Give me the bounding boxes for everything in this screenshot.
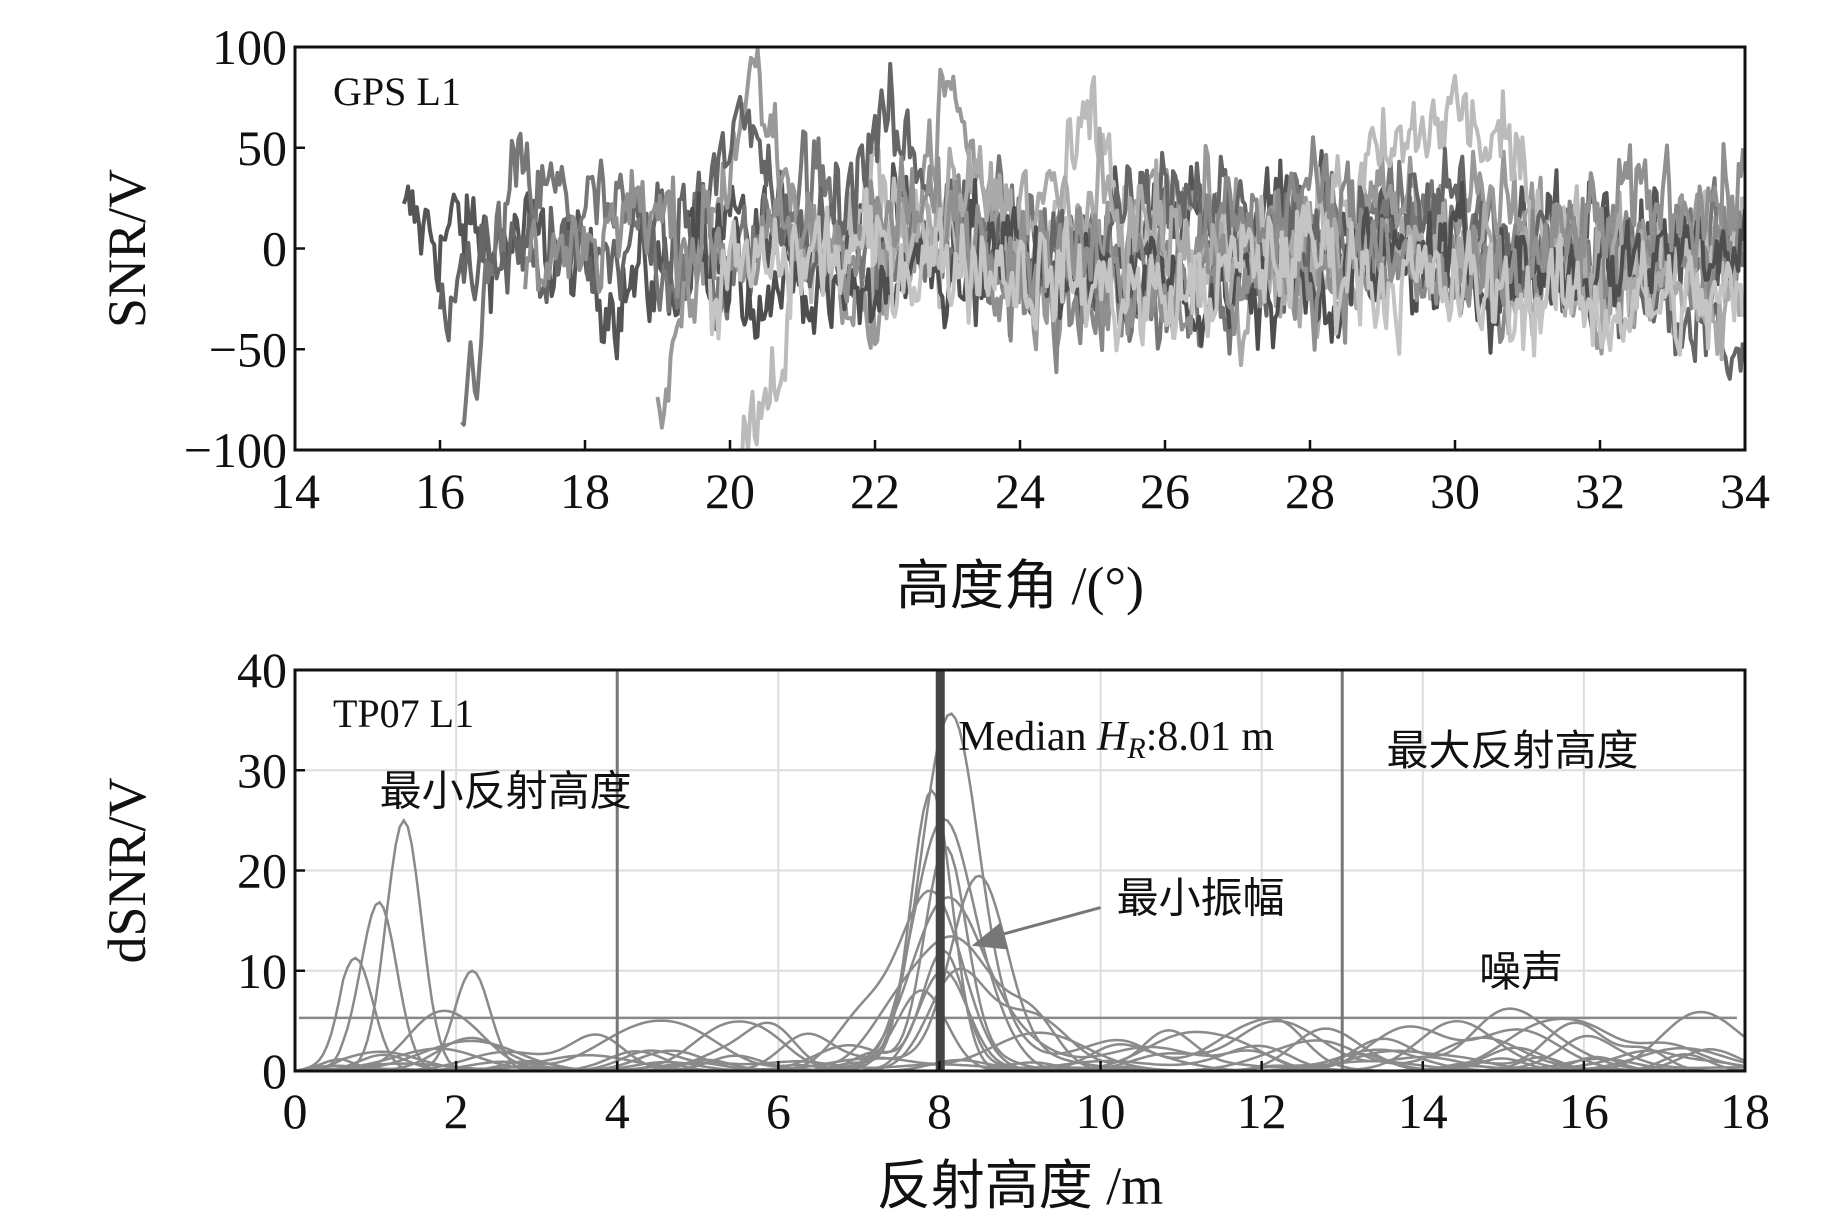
top-panel-label: GPS L1 <box>333 69 461 114</box>
top-y-tick-label: 50 <box>237 120 287 176</box>
bottom-x-tick-label: 16 <box>1559 1083 1609 1139</box>
top-x-tick-label: 18 <box>560 463 610 519</box>
top-x-tick-label: 24 <box>995 463 1045 519</box>
top-panel-ticks: 14 16 18 20 22 24 26 28 30 32 34 100 50 0 −50 −100 <box>184 19 1770 519</box>
top-panel-y-axis-label: SNR/V <box>97 169 157 328</box>
noise-annotation: 噪声 <box>1479 950 1563 996</box>
top-y-tick-label: −100 <box>184 422 287 478</box>
bottom-x-tick-label: 2 <box>444 1083 469 1139</box>
bottom-panel-ticks: 0 2 4 6 8 10 12 14 16 18 0 10 20 30 40 <box>237 642 1770 1139</box>
periodogram-curve <box>295 818 1745 1073</box>
bottom-y-tick-label: 30 <box>237 742 287 798</box>
median-sub: R <box>1126 732 1145 765</box>
median-height-annotation: Median HR:8.01 m <box>958 714 1274 765</box>
top-x-tick-label: 34 <box>1720 463 1770 519</box>
bottom-y-tick-label: 10 <box>237 943 287 999</box>
top-x-tick-label: 22 <box>850 463 900 519</box>
median-var: H <box>1096 714 1130 760</box>
bottom-x-tick-label: 14 <box>1398 1083 1448 1139</box>
periodogram-curve <box>295 900 1745 1073</box>
bottom-x-tick-label: 6 <box>766 1083 791 1139</box>
max-height-annotation: 最大反射高度 <box>1387 729 1639 775</box>
bottom-x-tick-label: 18 <box>1720 1083 1770 1139</box>
periodogram-curve <box>295 817 1746 1073</box>
bottom-x-tick-label: 10 <box>1076 1083 1126 1139</box>
top-panel: 14 16 18 20 22 24 26 28 30 32 34 100 50 0 −50 −100 GPS … <box>97 19 1770 616</box>
bottom-x-tick-label: 8 <box>927 1083 952 1139</box>
median-prefix: Median <box>958 714 1097 760</box>
top-y-tick-label: 0 <box>262 221 287 277</box>
top-x-tick-label: 28 <box>1285 463 1335 519</box>
min-amplitude-annotation: 最小振幅 <box>1117 877 1285 923</box>
min-amplitude-arrowhead <box>971 922 1009 950</box>
bottom-x-tick-label: 0 <box>283 1083 308 1139</box>
bottom-y-tick-label: 20 <box>237 843 287 899</box>
bottom-panel: 0 2 4 6 8 10 12 14 16 18 0 10 20 30 40 TP07 L1 Median … <box>97 642 1770 1216</box>
top-y-tick-label: 100 <box>212 19 287 75</box>
top-panel-x-axis-label: 高度角 /(°) <box>896 556 1144 616</box>
top-x-tick-label: 30 <box>1430 463 1480 519</box>
top-x-tick-label: 20 <box>705 463 755 519</box>
bottom-panel-label: TP07 L1 <box>333 691 474 736</box>
top-panel-series <box>401 47 1745 450</box>
bottom-panel-x-axis-label: 反射高度 /m <box>877 1156 1164 1216</box>
snr-series-line <box>707 187 1745 358</box>
top-y-tick-label: −50 <box>209 321 287 377</box>
bottom-y-tick-label: 0 <box>262 1043 287 1099</box>
bottom-x-tick-label: 12 <box>1237 1083 1287 1139</box>
top-x-tick-label: 26 <box>1140 463 1190 519</box>
min-height-annotation: 最小反射高度 <box>380 769 632 815</box>
bottom-x-tick-label: 4 <box>605 1083 630 1139</box>
top-x-tick-label: 32 <box>1575 463 1625 519</box>
median-suffix: :8.01 m <box>1146 714 1275 760</box>
bottom-y-tick-label: 40 <box>237 642 287 698</box>
bottom-panel-y-axis-label: dSNR/V <box>97 777 157 963</box>
top-x-tick-label: 14 <box>270 463 320 519</box>
top-x-tick-label: 16 <box>415 463 465 519</box>
min-amplitude-arrow <box>993 906 1101 939</box>
